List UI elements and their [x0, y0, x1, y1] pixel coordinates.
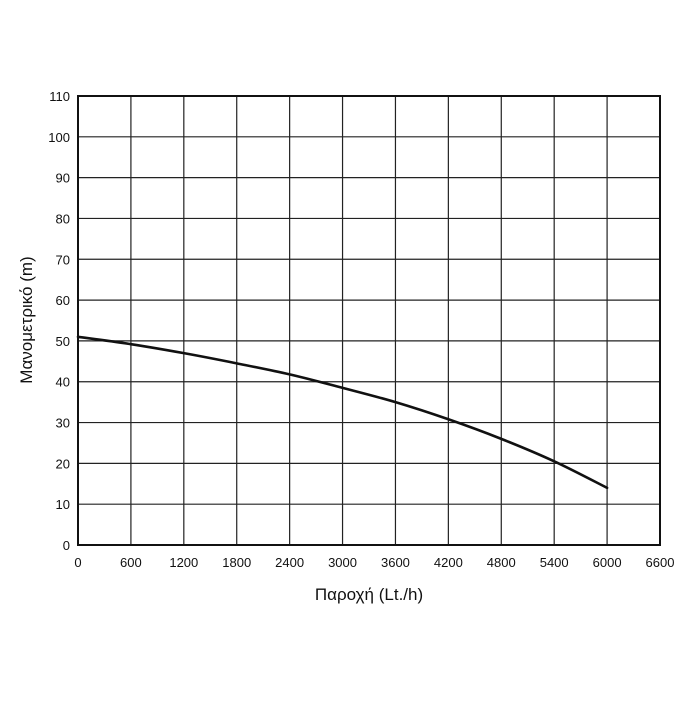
x-tick-label: 2400 [275, 555, 304, 570]
y-tick-label: 30 [56, 416, 70, 431]
y-axis-title: Μανομετρικό (m) [17, 256, 36, 383]
x-tick-label: 1200 [169, 555, 198, 570]
y-tick-label: 40 [56, 375, 70, 390]
x-tick-label: 6000 [593, 555, 622, 570]
y-tick-label: 60 [56, 293, 70, 308]
y-tick-label: 10 [56, 497, 70, 512]
y-tick-label: 110 [49, 89, 70, 104]
y-tick-label: 90 [56, 171, 70, 186]
x-axis-ticks: 0 600 1200 1800 2400 3000 3600 4200 4800 5400 6000… [74, 555, 674, 570]
plot-frame [77, 95, 661, 546]
x-tick-label: 4800 [487, 555, 516, 570]
y-tick-label: 80 [56, 211, 70, 226]
head-flow-curve [76, 335, 609, 490]
grid-lines [77, 95, 661, 546]
x-tick-label: 3600 [381, 555, 410, 570]
y-tick-label: 50 [56, 334, 70, 349]
x-tick-label: 1800 [222, 555, 251, 570]
x-tick-label: 3000 [328, 555, 357, 570]
series-layer [76, 335, 609, 490]
y-tick-label: 0 [63, 538, 70, 553]
x-tick-label: 6600 [646, 555, 675, 570]
y-tick-label: 70 [56, 252, 70, 267]
y-axis-ticks: 0 10 20 30 40 50 60 70 80 90 100 110 [48, 89, 70, 553]
x-tick-label: 5400 [540, 555, 569, 570]
y-tick-label: 20 [56, 456, 70, 471]
y-tick-label: 100 [48, 130, 70, 145]
x-axis-title: Παροχή (Lt./h) [315, 585, 423, 604]
x-tick-label: 0 [74, 555, 81, 570]
x-tick-label: 600 [120, 555, 142, 570]
x-tick-label: 4200 [434, 555, 463, 570]
